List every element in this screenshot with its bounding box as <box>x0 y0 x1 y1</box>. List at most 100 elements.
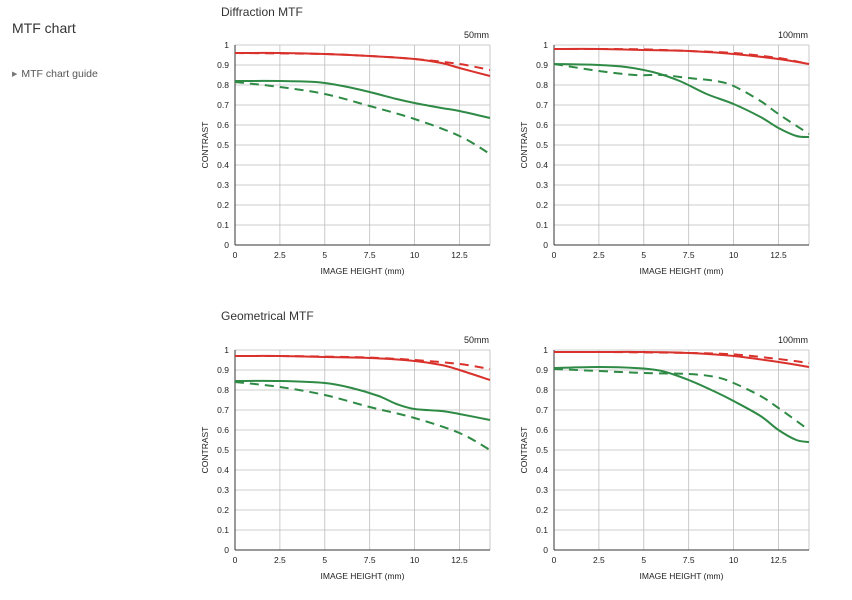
y-tick-label: 0.7 <box>217 405 229 415</box>
x-axis-label: IMAGE HEIGHT (mm) <box>321 571 405 581</box>
y-tick-label: 1 <box>543 345 548 355</box>
y-tick-label: 0.9 <box>536 60 548 70</box>
x-tick-label: 0 <box>233 555 238 565</box>
x-tick-label: 2.5 <box>593 555 605 565</box>
series-green-solid-line <box>553 63 810 139</box>
series-red-solid-line <box>234 354 491 381</box>
series-green-solid-line <box>553 365 810 443</box>
y-tick-label: 0.5 <box>217 445 229 455</box>
y-tick-label: 0.6 <box>536 425 548 435</box>
section-title-diffraction: Diffraction MTF <box>221 5 303 19</box>
y-tick-label: 1 <box>543 40 548 50</box>
x-tick-label: 5 <box>322 250 327 260</box>
x-tick-label: 12.5 <box>451 250 468 260</box>
y-tick-label: 1 <box>224 345 229 355</box>
y-tick-label: 0 <box>543 545 548 555</box>
x-tick-label: 7.5 <box>683 250 695 260</box>
section-title-geometrical: Geometrical MTF <box>221 309 314 323</box>
x-tick-label: 7.5 <box>683 555 695 565</box>
focal-length-label: 100mm <box>778 30 808 40</box>
mtf-chart-geometrical-50mm: 00.10.20.30.40.50.60.70.80.910 2.5 5 7.5 10 1… <box>200 335 491 581</box>
x-tick-label: 2.5 <box>274 250 286 260</box>
y-tick-label: 0.1 <box>217 525 229 535</box>
series-green-dashed-line <box>553 63 810 135</box>
y-tick-label: 0.7 <box>536 100 548 110</box>
x-tick-label: 0 <box>233 250 238 260</box>
y-tick-label: 0.9 <box>217 365 229 375</box>
x-tick-label: 10 <box>729 555 739 565</box>
x-tick-label: 12.5 <box>770 250 787 260</box>
y-tick-label: 0.9 <box>536 365 548 375</box>
y-tick-label: 0.2 <box>536 200 548 210</box>
y-tick-label: 0.9 <box>217 60 229 70</box>
x-axis-label: IMAGE HEIGHT (mm) <box>640 571 724 581</box>
series-red-dashed-line <box>234 52 491 71</box>
y-tick-label: 0.4 <box>217 160 229 170</box>
chevron-right-icon: ▶ <box>12 71 18 78</box>
x-tick-label: 12.5 <box>770 555 787 565</box>
y-tick-label: 0 <box>224 240 229 250</box>
mtf-chart-diffraction-100mm: 00.10.20.30.40.50.60.70.80.910 2.5 5 7.5 10 1… <box>519 30 810 276</box>
y-axis-label: CONTRAST <box>200 427 210 474</box>
y-tick-label: 0.5 <box>536 445 548 455</box>
x-tick-label: 2.5 <box>274 555 286 565</box>
y-tick-label: 0.6 <box>217 120 229 130</box>
y-axis-label: CONTRAST <box>519 427 529 474</box>
y-tick-label: 0.2 <box>217 200 229 210</box>
focal-length-label: 50mm <box>464 30 489 40</box>
y-tick-label: 0.3 <box>217 485 229 495</box>
y-tick-label: 0.7 <box>536 405 548 415</box>
y-tick-label: 0 <box>543 240 548 250</box>
x-tick-label: 10 <box>729 250 739 260</box>
x-axis-label: IMAGE HEIGHT (mm) <box>640 266 724 276</box>
y-tick-label: 0.3 <box>217 180 229 190</box>
y-tick-label: 0.8 <box>217 80 229 90</box>
y-tick-label: 0.8 <box>536 80 548 90</box>
mtf-chart-guide-link[interactable]: ▶ MTF chart guide <box>12 68 98 80</box>
y-tick-label: 0.3 <box>536 180 548 190</box>
x-tick-label: 7.5 <box>364 250 376 260</box>
y-axis-label: CONTRAST <box>200 122 210 169</box>
mtf-chart-diffraction-50mm: 00.10.20.30.40.50.60.70.80.910 2.5 5 7.5 10 1… <box>200 30 491 276</box>
x-tick-label: 7.5 <box>364 555 376 565</box>
y-tick-label: 0.2 <box>536 505 548 515</box>
y-tick-label: 0.1 <box>536 220 548 230</box>
page-title: MTF chart <box>12 20 76 36</box>
y-tick-label: 1 <box>224 40 229 50</box>
mtf-chart-guide-label: MTF chart guide <box>21 68 98 80</box>
y-axis-label: CONTRAST <box>519 122 529 169</box>
y-tick-label: 0.5 <box>217 140 229 150</box>
y-tick-label: 0.5 <box>536 140 548 150</box>
y-tick-label: 0.1 <box>536 525 548 535</box>
y-tick-label: 0.7 <box>217 100 229 110</box>
series-green-solid-line <box>234 379 491 421</box>
x-tick-label: 5 <box>641 555 646 565</box>
x-tick-label: 2.5 <box>593 250 605 260</box>
y-tick-label: 0.4 <box>536 160 548 170</box>
x-tick-label: 10 <box>410 555 420 565</box>
y-tick-label: 0.3 <box>536 485 548 495</box>
series-green-dashed-line <box>234 81 491 155</box>
series-red-solid-line <box>553 47 810 65</box>
y-tick-label: 0.1 <box>217 220 229 230</box>
x-tick-label: 0 <box>552 555 557 565</box>
series-green-dashed-line <box>234 381 491 451</box>
y-tick-label: 0.8 <box>217 385 229 395</box>
series-green-dashed-line <box>553 368 810 431</box>
focal-length-label: 100mm <box>778 335 808 345</box>
x-tick-label: 5 <box>322 555 327 565</box>
y-tick-label: 0.4 <box>217 465 229 475</box>
series-green-solid-line <box>234 79 491 119</box>
y-tick-label: 0.2 <box>217 505 229 515</box>
focal-length-label: 50mm <box>464 335 489 345</box>
series-red-solid-line <box>554 350 810 368</box>
y-tick-label: 0.4 <box>536 465 548 475</box>
x-axis-label: IMAGE HEIGHT (mm) <box>321 266 405 276</box>
series-red-dashed-line <box>553 47 810 65</box>
x-tick-label: 0 <box>552 250 557 260</box>
y-tick-label: 0.6 <box>536 120 548 130</box>
y-tick-label: 0.8 <box>536 385 548 395</box>
y-tick-label: 0 <box>224 545 229 555</box>
x-tick-label: 5 <box>641 250 646 260</box>
y-tick-label: 0.6 <box>217 425 229 435</box>
